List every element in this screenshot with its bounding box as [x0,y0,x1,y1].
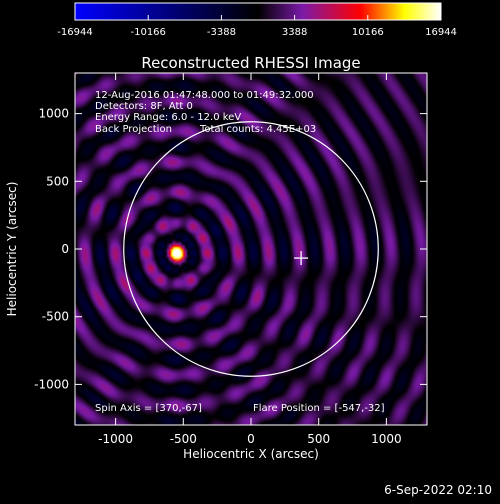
colorbar-ticks: -16944 -10166 -3388 3388 10166 16944 [57,15,457,38]
x-tick-label: 0 [247,432,255,446]
y-axis-label: Heliocentric Y (arcsec) [5,182,19,317]
annotation-detectors: Detectors: 8F, Att 0 [95,101,193,112]
colorbar-tick-label: 16944 [425,27,457,38]
colorbar-tick-label: -3388 [207,27,236,38]
colorbar-tick-label: 3388 [282,27,307,38]
x-tick-label: 500 [307,432,330,446]
annotation-method: Back Projection [95,124,172,135]
heatmap-image [75,73,427,425]
annotation-time-range: 12-Aug-2016 01:47:48.000 to 01:49:32.000 [95,90,314,101]
x-tick-label: 1000 [371,432,402,446]
x-tick-label: -1000 [98,432,133,446]
x-axis-label: Heliocentric X (arcsec) [183,447,319,461]
chart-title: Reconstructed RHESSI Image [141,54,360,72]
y-tick-label: 1000 [38,107,69,121]
y-tick-label: 500 [46,174,69,188]
spin-axis-marker [294,251,309,266]
colorbar [74,2,442,21]
annotation-total-counts: Total counts: 4.45E+03 [199,124,316,135]
y-tick-label: -1000 [34,377,69,391]
annotation-energy: Energy Range: 6.0 - 12.0 keV [95,112,241,123]
spin-axis-label: Spin Axis = [370,-67] [95,403,202,414]
y-tick-label: 0 [61,242,69,256]
y-axis-ticks: -1000 -500 0 500 1000 [34,107,427,391]
colorbar-tick-label: -10166 [130,27,165,38]
timestamp-label: 6-Sep-2022 02:10 [384,483,492,497]
solar-limb-circle [123,121,379,377]
x-axis-ticks: -1000 -500 0 500 1000 [98,73,402,446]
x-tick-label: -500 [170,432,197,446]
heatmap-raster [75,73,427,425]
colorbar-tick-label: -16944 [57,27,92,38]
flare-position-label: Flare Position = [-547,-32] [253,403,385,414]
y-tick-label: -500 [42,310,69,324]
colorbar-tick-label: 10166 [352,27,384,38]
